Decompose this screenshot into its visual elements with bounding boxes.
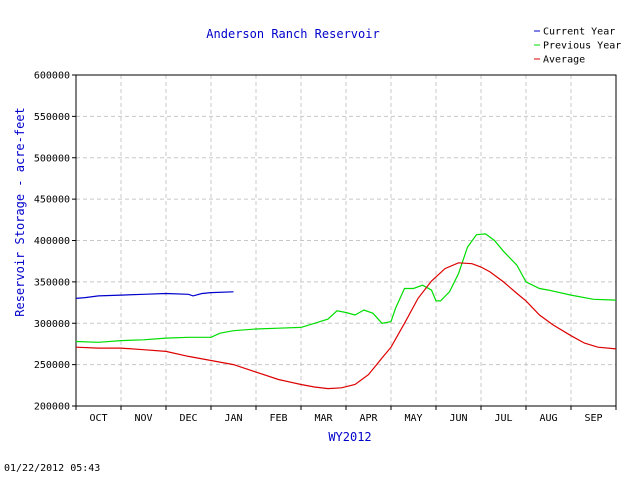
x-tick-label: FEB [269,413,287,424]
chart-title: Anderson Ranch Reservoir [206,27,379,41]
y-tick-label: 550000 [34,112,70,123]
legend-entry: Current Year [543,27,615,38]
series-line-previous-year [75,233,617,343]
y-axis-ticks: 200000 250000 300000 350000 400000 450000 5000… [34,71,76,413]
series-lines [75,233,617,390]
x-axis-ticks: OCT NOV DEC JAN FEB MAR APR MAY JUN JUL AUG SEP [75,406,617,424]
y-axis-label: Reservoir Storage - acre-feet [13,107,27,317]
y-tick-label: 500000 [34,153,70,164]
legend-entry: Average [543,55,585,66]
x-tick-label: MAY [404,413,422,424]
x-tick-label: NOV [134,413,152,424]
x-tick-label: SEP [584,413,602,424]
legend: Current Year Previous Year Average [534,27,621,66]
y-tick-label: 400000 [34,236,70,247]
x-tick-label: APR [359,413,378,424]
y-tick-label: 300000 [34,319,70,330]
series-line-average [75,262,617,390]
timestamp: 01/22/2012 05:43 [4,463,101,474]
y-tick-label: 200000 [34,402,70,413]
x-tick-label: JAN [224,413,242,424]
x-tick-label: OCT [89,413,107,424]
y-tick-label: 600000 [34,71,70,82]
y-tick-label: 250000 [34,360,70,371]
x-tick-label: JUN [449,413,467,424]
y-tick-label: 450000 [34,195,70,206]
x-axis-label: WY2012 [328,430,371,444]
legend-entry: Previous Year [543,41,621,52]
grid-lines [76,75,616,406]
x-tick-label: JUL [494,413,512,424]
y-tick-label: 350000 [34,277,70,288]
x-tick-label: DEC [179,413,197,424]
x-tick-label: MAR [314,413,333,424]
x-tick-label: AUG [539,413,557,424]
series-line-current-year [75,291,234,299]
